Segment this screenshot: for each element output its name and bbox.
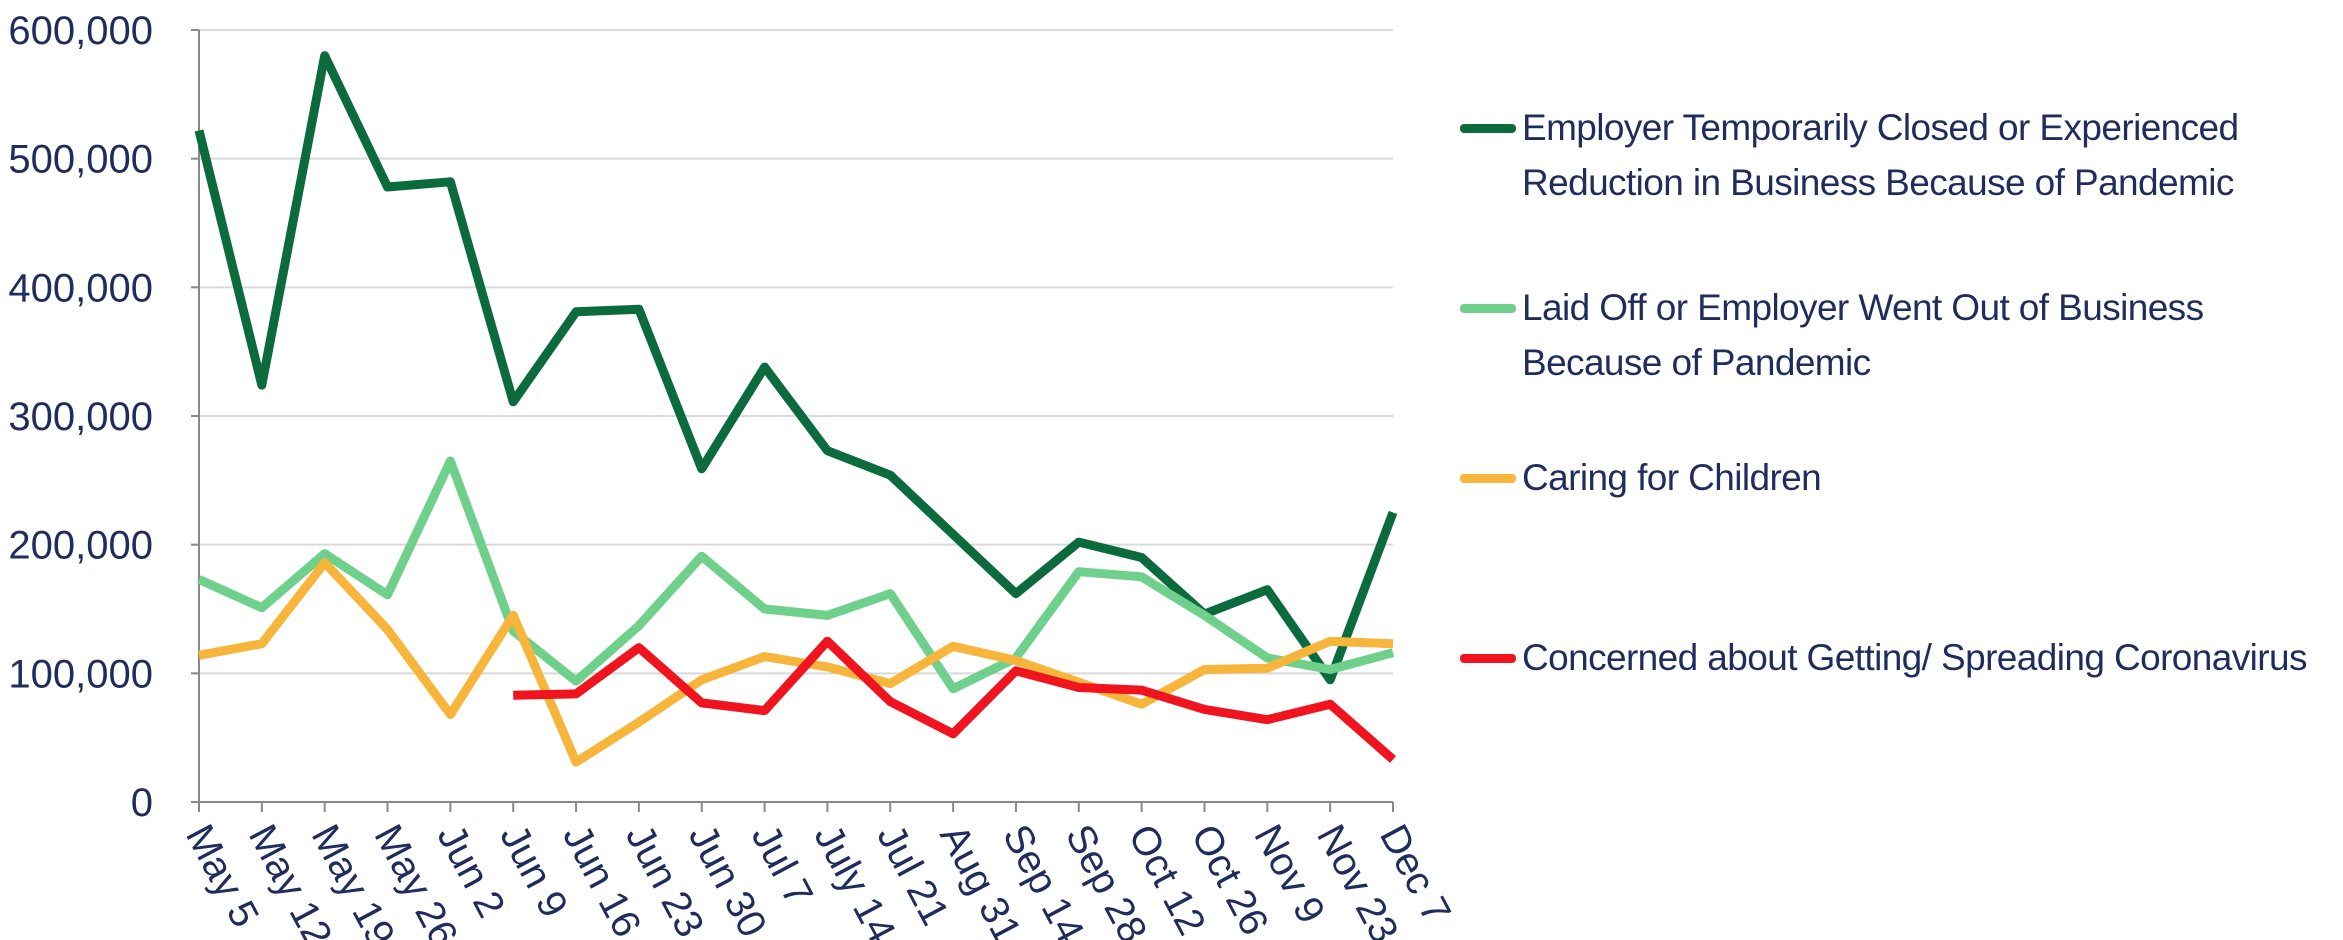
legend-item: Laid Off or Employer Went Out of Busines… <box>1460 280 2340 390</box>
y-tick-label: 600,000 <box>8 9 153 53</box>
legend-swatch <box>1460 303 1516 313</box>
legend-swatch <box>1460 653 1516 663</box>
y-tick-label: 300,000 <box>8 395 153 439</box>
series-line <box>513 636 1396 763</box>
legend-label: Caring for Children <box>1522 457 1822 498</box>
y-tick-label: 400,000 <box>8 266 153 310</box>
y-tick-label: 100,000 <box>8 652 153 696</box>
y-tick-label: 200,000 <box>8 524 153 568</box>
y-tick-label: 0 <box>131 781 153 825</box>
series-line <box>198 558 1394 767</box>
series-line <box>197 456 1395 694</box>
y-tick-label: 500,000 <box>8 138 153 182</box>
legend-item: Employer Temporarily Closed or Experienc… <box>1460 100 2340 210</box>
legend-label: Laid Off or Employer Went Out of Busines… <box>1522 287 2204 383</box>
legend-label: Employer Temporarily Closed or Experienc… <box>1522 107 2239 203</box>
legend-item: Caring for Children <box>1460 450 2340 505</box>
legend-swatch <box>1460 123 1516 133</box>
legend-label: Concerned about Getting/ Spreading Coron… <box>1522 637 2307 678</box>
legend-item: Concerned about Getting/ Spreading Coron… <box>1460 630 2340 685</box>
legend-swatch <box>1460 473 1516 483</box>
